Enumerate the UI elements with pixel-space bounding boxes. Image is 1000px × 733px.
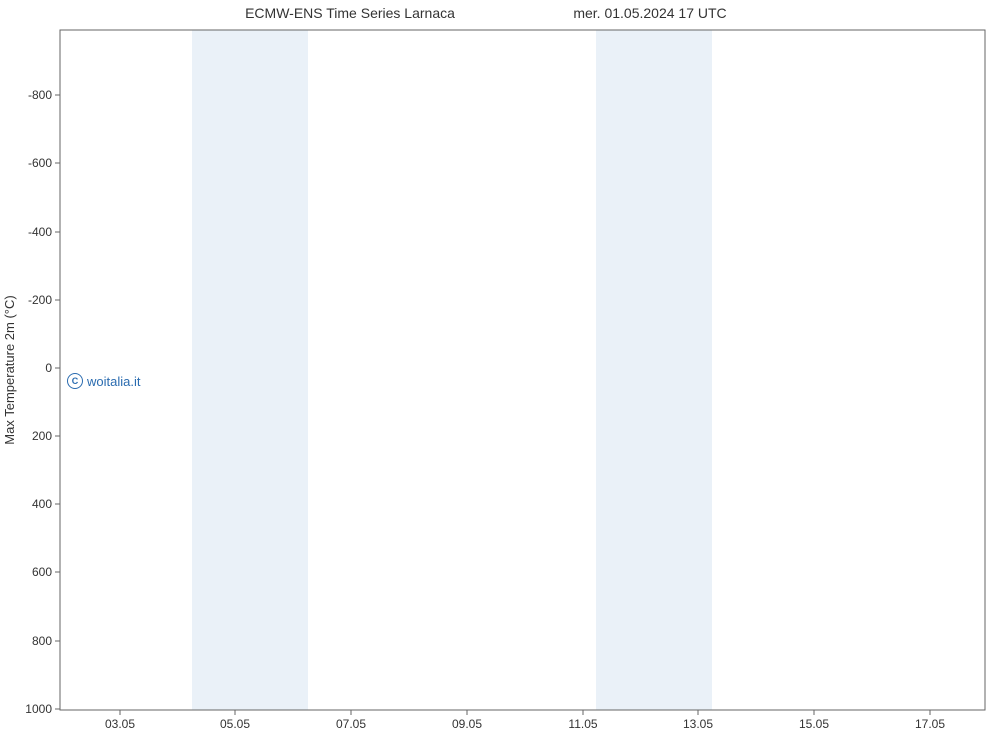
svg-text:600: 600	[32, 565, 52, 579]
svg-text:-800: -800	[28, 88, 52, 102]
svg-text:-400: -400	[28, 225, 52, 239]
svg-text:09.05: 09.05	[452, 717, 482, 731]
svg-text:15.05: 15.05	[799, 717, 829, 731]
svg-text:17.05: 17.05	[915, 717, 945, 731]
svg-text:0: 0	[45, 361, 52, 375]
svg-text:Max Temperature 2m (°C): Max Temperature 2m (°C)	[2, 295, 17, 444]
attribution: C woitalia.it	[67, 373, 140, 389]
svg-text:400: 400	[32, 497, 52, 511]
svg-text:-600: -600	[28, 156, 52, 170]
svg-text:07.05: 07.05	[336, 717, 366, 731]
chart-container: -800 -600 -400 -200 0 200 400 600 800 1000 03.05 05…	[0, 0, 1000, 733]
svg-text:ECMW-ENS Time Series Larnaca: ECMW-ENS Time Series Larnaca	[245, 5, 455, 21]
svg-text:1000: 1000	[25, 702, 52, 716]
svg-text:200: 200	[32, 429, 52, 443]
svg-text:03.05: 03.05	[105, 717, 135, 731]
svg-text:800: 800	[32, 634, 52, 648]
copyright-icon: C	[67, 373, 83, 389]
chart-svg: -800 -600 -400 -200 0 200 400 600 800 1000 03.05 05…	[0, 0, 1000, 733]
attribution-text: woitalia.it	[87, 374, 140, 389]
svg-text:-200: -200	[28, 293, 52, 307]
svg-text:05.05: 05.05	[220, 717, 250, 731]
svg-text:mer. 01.05.2024 17 UTC: mer. 01.05.2024 17 UTC	[573, 5, 726, 21]
svg-text:13.05: 13.05	[683, 717, 713, 731]
svg-text:11.05: 11.05	[568, 717, 597, 731]
